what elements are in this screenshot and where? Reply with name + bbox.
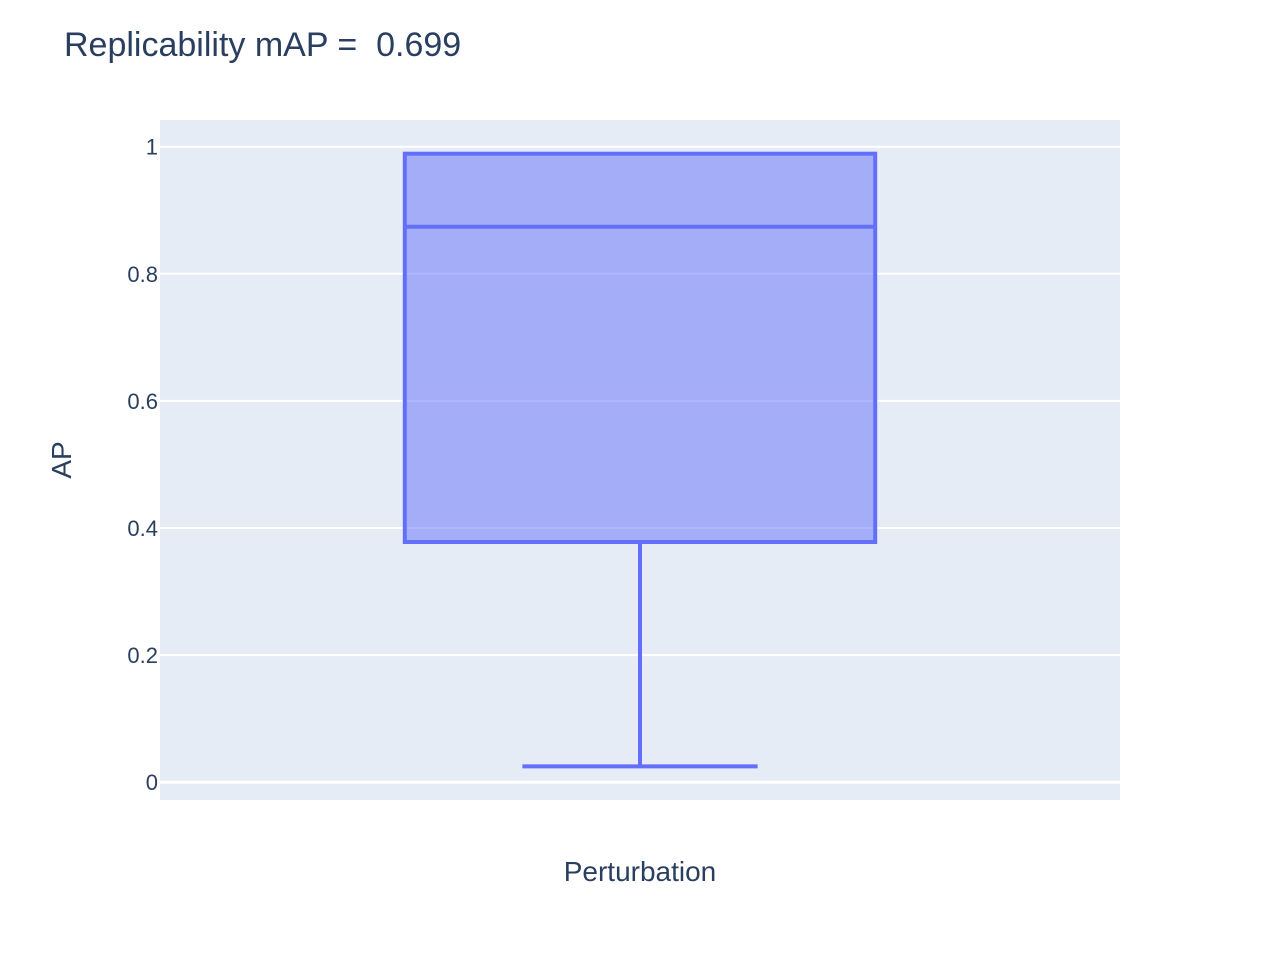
y-tick-label: 1 [146,135,158,160]
y-tick-label: 0 [146,770,158,795]
box-traces [402,151,878,769]
y-tick-label: 0.2 [127,643,158,668]
y-tick-label: 0.6 [127,389,158,414]
y-tick-labels: 0 0.2 0.4 0.6 0.8 1 [127,135,158,796]
y-axis-label: AP [46,441,77,478]
box-trace [402,151,878,769]
x-axis-label: Perturbation [564,856,717,887]
y-tick-label: 0.8 [127,262,158,287]
chart-title: Replicability mAP = 0.699 [64,26,462,64]
box-iqr [402,151,878,544]
y-tick-label: 0.4 [127,516,158,541]
